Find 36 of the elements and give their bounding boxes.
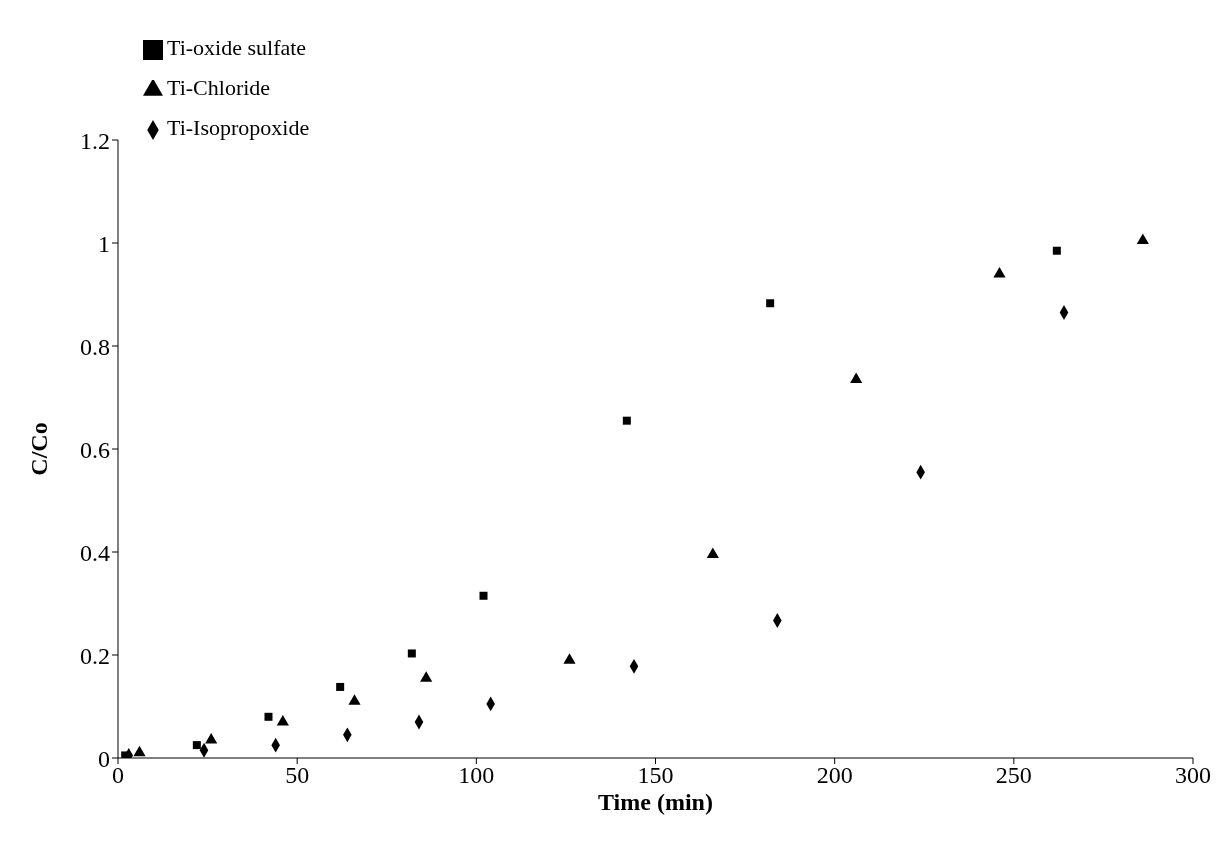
point: [276, 714, 289, 726]
x-tick-label: 50: [285, 762, 310, 789]
point: [850, 372, 863, 383]
point: [479, 591, 488, 600]
point: [264, 712, 273, 721]
legend-label: Ti-Chloride: [167, 75, 271, 100]
y-tick-label: 0: [98, 745, 110, 772]
y-tick-label: 0.2: [80, 642, 110, 669]
point: [563, 653, 576, 664]
point: [1136, 233, 1149, 244]
y-axis-title: C/Co: [25, 422, 52, 476]
x-tick-label: 100: [458, 762, 495, 789]
point: [133, 745, 146, 757]
x-tick-label: 250: [995, 762, 1032, 789]
y-tick-label: 1.2: [80, 127, 110, 154]
legend-label: Ti-oxide sulfate: [167, 35, 307, 60]
y-tick-label: 0.6: [80, 436, 110, 463]
point: [993, 266, 1006, 278]
y-tick-label: 1: [98, 230, 110, 257]
x-tick-label: 300: [1175, 762, 1211, 789]
point: [192, 741, 201, 750]
x-tick-label: 150: [637, 762, 674, 789]
point: [766, 299, 775, 308]
x-axis-title: Time (min): [598, 789, 713, 815]
point: [407, 649, 416, 658]
legend-label: Ti-Isopropoxide: [167, 115, 310, 140]
point: [706, 547, 719, 559]
point: [336, 682, 345, 691]
x-tick-label: 200: [816, 762, 853, 789]
point: [622, 416, 631, 425]
point: [420, 671, 433, 682]
y-tick-label: 0.4: [80, 539, 110, 566]
point: [1052, 246, 1061, 255]
point: [205, 732, 218, 744]
y-tick-label: 0.8: [80, 333, 110, 360]
point: [348, 694, 361, 705]
